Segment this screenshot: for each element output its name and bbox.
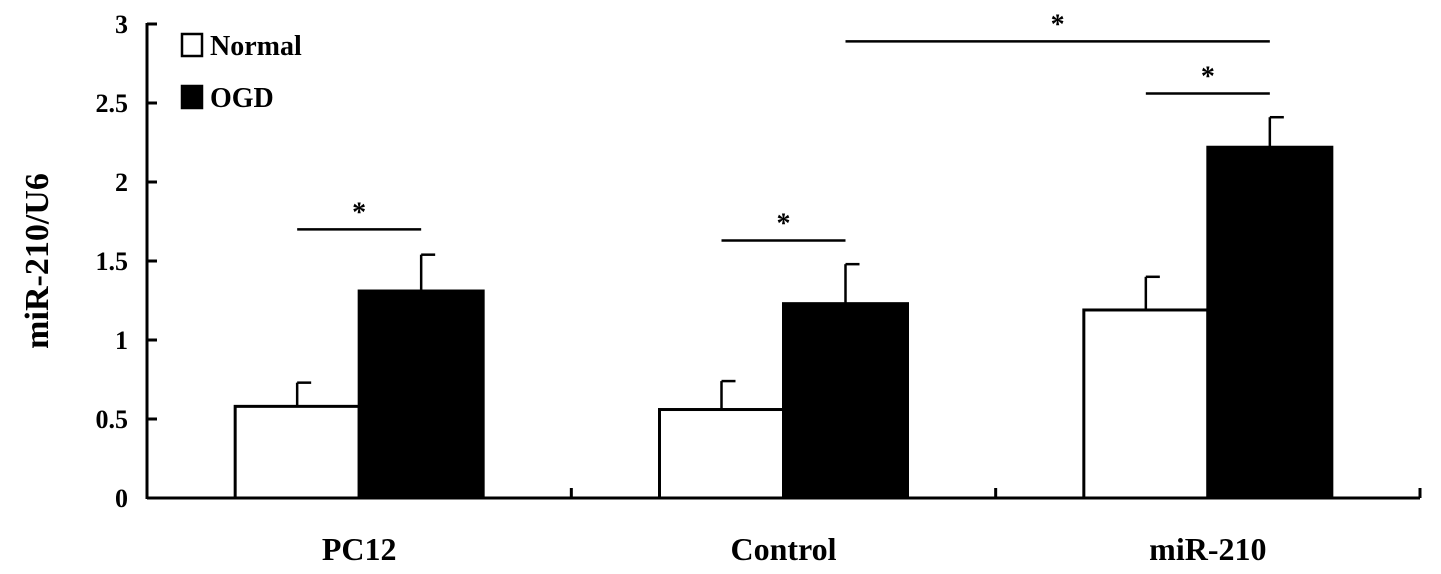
x-tick-label: miR-210 [1149, 531, 1266, 567]
y-tick-label: 2.5 [96, 89, 129, 118]
significance-star: * [777, 208, 791, 239]
y-tick-label: 3 [115, 10, 128, 39]
y-axis-label: miR-210/U6 [19, 173, 56, 349]
bar-ogd-pc12 [357, 289, 485, 500]
bars [233, 145, 1334, 500]
legend-swatch-normal [180, 32, 204, 58]
bar-normal-mir-210 [1082, 308, 1210, 500]
bar-normal-control [658, 408, 785, 500]
x-tick-label: PC12 [322, 531, 397, 567]
x-tick-label: Control [730, 531, 836, 567]
y-tick-label: 0 [115, 484, 128, 513]
significance-star: * [1201, 62, 1215, 93]
legend-label-ogd: OGD [210, 83, 274, 114]
bar-normal-pc12 [233, 404, 361, 500]
legend-swatch-ogd [180, 84, 204, 110]
y-tick-label: 2 [115, 168, 128, 197]
y-tick-label: 1.5 [96, 247, 129, 276]
y-tick-label: 1 [115, 326, 128, 355]
legend-label-normal: Normal [210, 31, 302, 62]
significance-markers: * * * * [297, 9, 1270, 242]
significance-star: * [1051, 9, 1065, 40]
error-bars [295, 115, 1284, 410]
bar-ogd-control [782, 302, 909, 500]
bar-ogd-mir-210 [1206, 145, 1334, 500]
legend: Normal OGD [180, 31, 302, 114]
significance-star: * [352, 197, 366, 228]
y-tick-label: 0.5 [96, 405, 129, 434]
